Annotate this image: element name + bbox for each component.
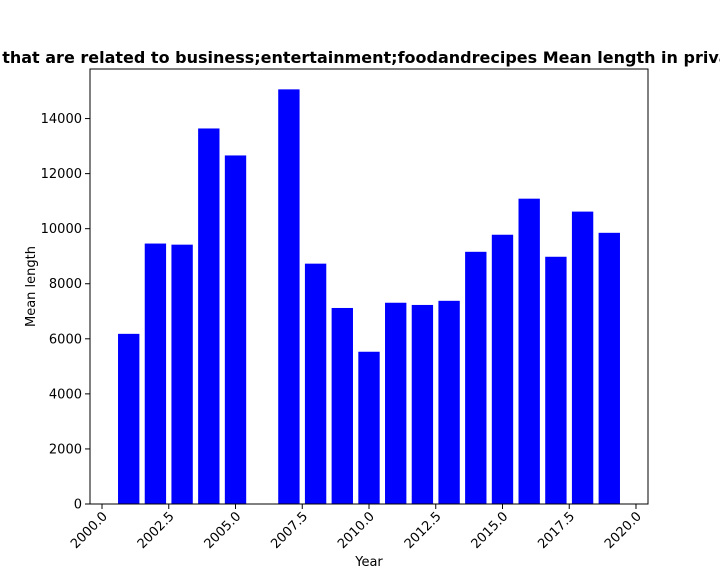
y-tick-label: 6000 [49, 332, 82, 347]
x-tick-label: 2017.5 [535, 509, 578, 552]
y-axis-label: Mean length [24, 246, 39, 327]
y-tick-label: 4000 [49, 387, 82, 402]
bar-2005 [224, 155, 247, 504]
y-tick-label: 14000 [41, 112, 82, 127]
x-axis-label: Year [354, 555, 383, 570]
x-tick-label: 2020.0 [602, 509, 645, 552]
chart-title: Websites that are related to business;en… [0, 48, 720, 67]
bar-2003 [171, 244, 193, 504]
x-tick-label: 2007.5 [268, 509, 311, 552]
bars-layer [118, 89, 620, 505]
x-tick-label: 2002.5 [135, 509, 178, 552]
y-axis-ticks: 0 2000 4000 6000 8000 10000 12000 14000 [41, 112, 90, 513]
bar-2002 [144, 243, 167, 505]
bar-2007 [278, 89, 300, 505]
x-tick-label: 2005.0 [202, 509, 245, 552]
y-tick-label: 10000 [41, 222, 82, 237]
bar-2011 [385, 302, 407, 504]
x-tick-label: 2010.0 [335, 509, 378, 552]
bar-2016 [518, 198, 540, 505]
x-tick-label: 2000.0 [68, 509, 111, 552]
x-tick-label: 2012.5 [402, 509, 445, 552]
bar-2001 [118, 333, 140, 504]
y-tick-label: 0 [74, 498, 82, 513]
bar-2004 [198, 128, 220, 504]
y-tick-label: 12000 [41, 167, 82, 182]
bar-2013 [438, 300, 460, 504]
bar-2009 [331, 307, 353, 504]
bar-2015 [491, 234, 514, 505]
y-tick-label: 2000 [49, 442, 82, 457]
bar-2012 [411, 304, 434, 504]
bar-2018 [571, 211, 594, 505]
bar-2010 [358, 351, 380, 504]
x-axis-ticks: 2000.0 2002.5 2005.0 2007.5 2010.0 2012.5 2015… [68, 504, 645, 552]
bar-2019 [598, 232, 620, 504]
bar-2017 [545, 256, 567, 504]
x-tick-label: 2015.0 [469, 509, 512, 552]
y-tick-label: 8000 [49, 277, 82, 292]
bar-2014 [465, 251, 487, 504]
bar-2008 [304, 263, 327, 504]
